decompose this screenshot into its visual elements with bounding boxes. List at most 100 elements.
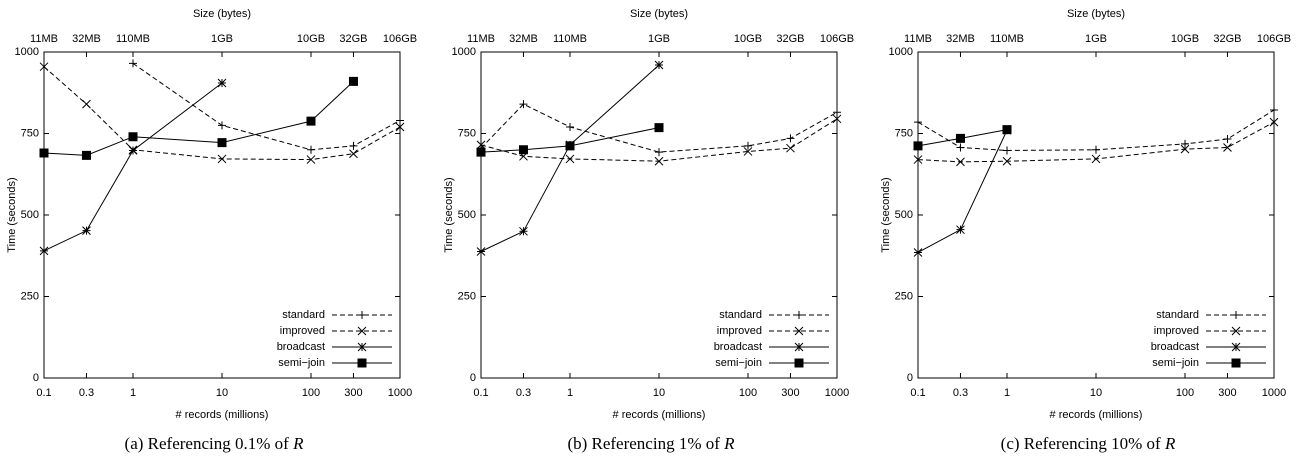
series-line (917, 130, 1008, 253)
data-point (956, 157, 965, 167)
x-axis-title: # records (millions) (613, 409, 706, 421)
x-tick-label: 1 (130, 387, 136, 399)
x2-tick-label: 32GB (1213, 33, 1241, 45)
legend-marker (1232, 311, 1240, 319)
data-point (956, 225, 965, 235)
x-axis-title: # records (millions) (1050, 409, 1143, 421)
legend-label: standard (282, 309, 325, 321)
data-point (1223, 143, 1232, 152)
legend-marker (795, 311, 803, 319)
y-tick-label: 750 (21, 127, 39, 139)
legend-label: broadcast (277, 341, 325, 353)
x-tick-label: 100 (302, 387, 320, 399)
x2-tick-label: 32GB (776, 33, 804, 45)
y-tick-label: 1000 (889, 46, 913, 58)
x2-tick-label: 10GB (297, 33, 325, 45)
data-point (654, 123, 664, 133)
series-line (917, 109, 1275, 151)
x2-tick-label: 110MB (990, 33, 1024, 45)
y-tick-label: 250 (21, 290, 39, 302)
x2-tick-label: 106GB (383, 33, 417, 45)
x-tick-label: 0.1 (473, 387, 488, 399)
legend-marker (357, 358, 367, 368)
data-point (306, 116, 316, 126)
data-point (349, 141, 358, 150)
y-tick-label: 0 (907, 372, 913, 384)
data-point (476, 147, 486, 157)
data-point (396, 116, 404, 125)
data-point (218, 121, 226, 130)
legend-label: improved (280, 325, 325, 337)
y-tick-label: 250 (458, 290, 476, 302)
legend-marker (794, 358, 804, 368)
series-line (43, 82, 223, 252)
y-tick-label: 250 (895, 290, 913, 302)
data-point (913, 141, 923, 151)
data-point (39, 246, 49, 256)
data-point (565, 141, 575, 151)
series-line (917, 121, 1275, 163)
x-tick-label: 300 (781, 387, 799, 399)
data-point (786, 143, 795, 153)
caption-variable: R (723, 434, 735, 453)
x2-tick-label: 110MB (553, 33, 587, 45)
y-axis-title: Time (seconds) (6, 177, 18, 252)
data-point (1181, 139, 1189, 148)
y-tick-label: 1000 (452, 46, 476, 58)
x-tick-label: 10 (216, 387, 228, 399)
legend-label: standard (719, 309, 762, 321)
plot-frame (917, 51, 1275, 379)
x-tick-label: 1000 (825, 387, 849, 399)
caption: (c) Referencing 10% of R (1001, 434, 1176, 453)
data-point (39, 62, 49, 72)
legend-label: improved (717, 325, 762, 337)
data-point (565, 154, 575, 164)
series-line (480, 64, 660, 252)
y-tick-label: 500 (21, 209, 39, 221)
x-tick-label: 100 (1176, 387, 1194, 399)
data-point (518, 145, 528, 155)
x2-axis-title: Size (bytes) (193, 8, 251, 20)
caption: (b) Referencing 1% of R (567, 434, 735, 453)
data-point (395, 122, 405, 132)
data-point (654, 156, 664, 166)
data-point (519, 226, 528, 236)
data-point (833, 108, 841, 117)
legend-marker (1231, 326, 1241, 336)
legend-label: standard (1156, 309, 1199, 321)
x2-axis-title: Size (bytes) (630, 8, 688, 20)
x2-tick-label: 1GB (211, 33, 233, 45)
x-tick-label: 1000 (388, 387, 412, 399)
x2-tick-label: 32GB (339, 33, 367, 45)
legend-marker (357, 342, 367, 352)
legend-label: improved (1154, 325, 1199, 337)
data-point (956, 143, 965, 152)
data-point (566, 122, 574, 131)
x2-tick-label: 10GB (1171, 33, 1199, 45)
legend-label: semi−join (278, 357, 325, 369)
data-point (348, 76, 358, 86)
data-point (1003, 146, 1011, 155)
x-tick-label: 10 (1090, 387, 1102, 399)
data-point (307, 145, 315, 154)
caption-text: (c) Referencing 10% of (1001, 434, 1161, 453)
data-point (913, 155, 923, 164)
legend-marker (1231, 342, 1241, 352)
legend-marker (794, 326, 804, 336)
legend-label: broadcast (714, 341, 762, 353)
data-point (1269, 117, 1279, 127)
caption: (a) Referencing 0.1% of R (125, 434, 305, 453)
x-tick-label: 0.1 (910, 387, 925, 399)
y-tick-label: 1000 (15, 46, 39, 58)
x-tick-label: 10 (653, 387, 665, 399)
data-point (82, 226, 91, 236)
y-axis-title: Time (seconds) (880, 177, 892, 252)
x2-tick-label: 106GB (820, 33, 854, 45)
x-tick-label: 0.3 (79, 387, 94, 399)
data-point (217, 78, 227, 88)
x-tick-label: 0.3 (953, 387, 968, 399)
data-point (128, 132, 138, 142)
data-point (476, 140, 486, 150)
